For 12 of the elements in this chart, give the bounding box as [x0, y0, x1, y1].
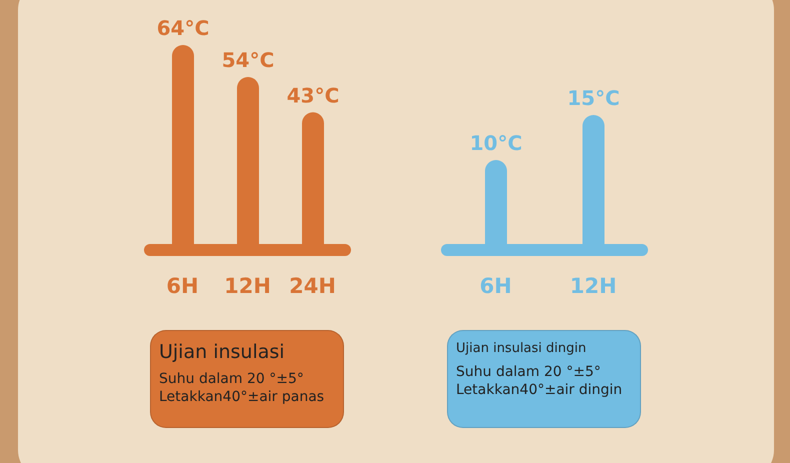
x-tick-label: 12H	[570, 274, 617, 298]
data-label: 54°C	[222, 48, 274, 72]
x-tick-label: 6H	[480, 274, 512, 298]
data-label: 15°C	[567, 86, 620, 110]
data-label: 43°C	[286, 83, 340, 108]
note-card: Ujian insulasi Suhu dalam 20 °±5° Letakkan40°±air panas	[150, 330, 344, 428]
x-tick-label: 6H	[166, 274, 199, 298]
x-tick-label: 24H	[289, 274, 336, 298]
note-card: Ujian insulasi dingin Suhu dalam 20 °±5° Letakkan40°±air dingin	[447, 330, 641, 428]
data-label: 10°C	[470, 131, 522, 155]
x-tick-label: 12H	[224, 274, 271, 298]
data-label: 64°C	[156, 16, 210, 40]
